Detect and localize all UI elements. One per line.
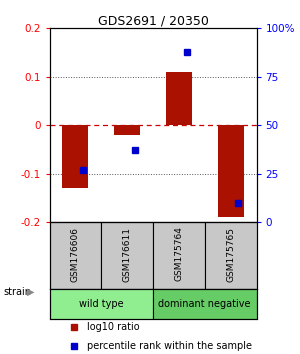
Text: GSM176606: GSM176606 <box>71 227 80 281</box>
Bar <box>153 289 256 319</box>
Bar <box>166 72 192 125</box>
Text: dominant negative: dominant negative <box>158 299 251 309</box>
Bar <box>50 289 153 319</box>
Text: GSM175765: GSM175765 <box>226 227 235 281</box>
Text: GSM175764: GSM175764 <box>174 227 183 281</box>
Text: GSM176611: GSM176611 <box>123 227 132 281</box>
Text: strain: strain <box>3 287 31 297</box>
Text: percentile rank within the sample: percentile rank within the sample <box>87 341 252 350</box>
Text: ▶: ▶ <box>27 287 34 297</box>
Text: wild type: wild type <box>79 299 124 309</box>
Bar <box>205 222 256 289</box>
Text: log10 ratio: log10 ratio <box>87 322 140 332</box>
Title: GDS2691 / 20350: GDS2691 / 20350 <box>98 14 208 27</box>
Bar <box>62 125 88 188</box>
Bar <box>114 125 140 135</box>
Bar <box>50 222 101 289</box>
Bar <box>218 125 244 217</box>
Bar <box>101 222 153 289</box>
Bar <box>153 222 205 289</box>
